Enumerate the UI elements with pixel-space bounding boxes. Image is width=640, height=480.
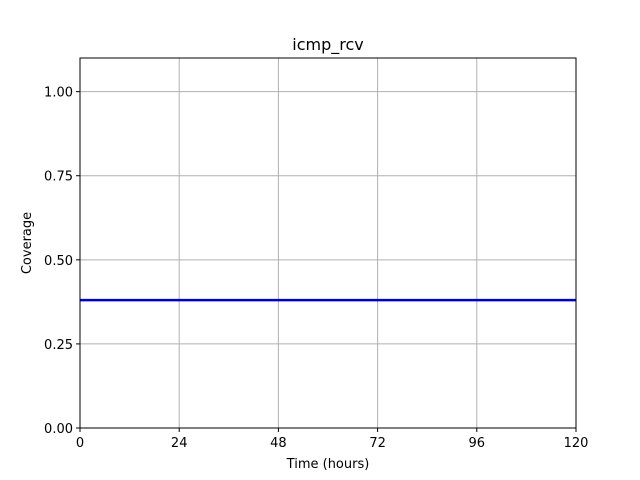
y-tick-label: 1.00	[44, 86, 73, 101]
x-axis-ticks: 0 24 48 72 96 120	[76, 428, 589, 451]
y-axis-ticks: 0.00 0.25 0.50 0.75 1.00	[44, 86, 80, 437]
x-tick-label: 24	[171, 436, 188, 451]
y-tick-label: 0.75	[44, 170, 73, 185]
y-tick-label: 0.00	[44, 422, 73, 437]
x-tick-label: 72	[369, 436, 386, 451]
y-axis-label: Coverage	[20, 212, 35, 274]
x-axis-label: Time (hours)	[286, 457, 370, 472]
plot-area-frame	[79, 57, 577, 429]
chart-title: icmp_rcv	[292, 35, 363, 55]
x-tick-label: 96	[469, 436, 486, 451]
y-tick-label: 0.25	[44, 338, 73, 353]
x-tick-label: 0	[76, 436, 84, 451]
x-tick-label: 48	[270, 436, 287, 451]
x-tick-label: 120	[564, 436, 589, 451]
y-tick-label: 0.50	[44, 254, 73, 269]
